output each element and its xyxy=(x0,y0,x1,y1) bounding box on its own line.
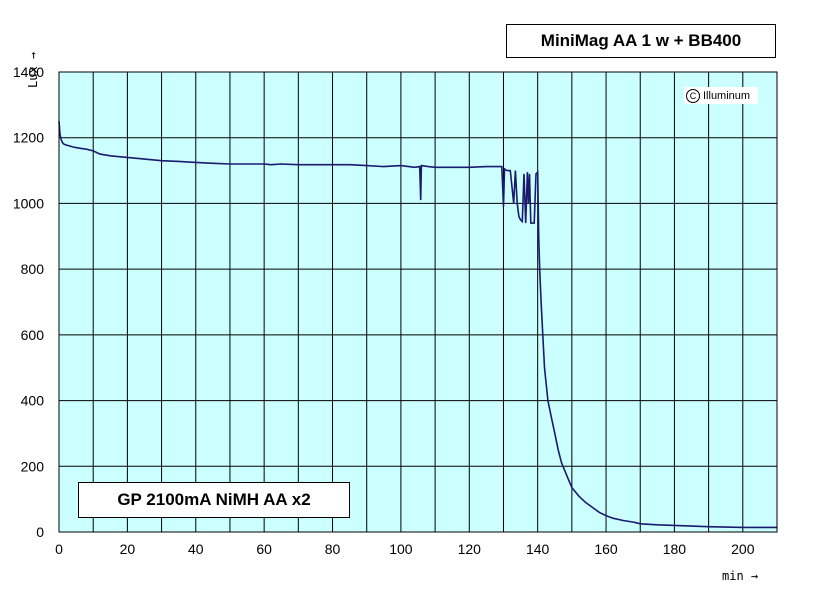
x-tick-label: 140 xyxy=(526,541,550,557)
x-tick-label: 60 xyxy=(256,541,272,557)
series-line xyxy=(58,121,777,529)
y-tick-label: 200 xyxy=(21,458,45,474)
y-tick-label: 1000 xyxy=(13,195,44,211)
gridlines xyxy=(59,72,777,532)
y-axis-label: Lux → xyxy=(26,51,40,88)
legend-label: GP 2100mA NiMH AA x2 xyxy=(78,482,350,518)
y-tick-labels: 0 200 400 600 800 1000 1200 1400 xyxy=(13,64,44,540)
plot-area xyxy=(59,72,777,532)
x-tick-label: 0 xyxy=(55,541,63,557)
watermark: C Illuminum xyxy=(684,87,758,104)
x-tick-label: 40 xyxy=(188,541,204,557)
x-tick-label: 100 xyxy=(389,541,413,557)
x-tick-label: 160 xyxy=(594,541,618,557)
y-tick-label: 1200 xyxy=(13,130,44,146)
x-axis-label: min → xyxy=(722,569,759,583)
plot-frame xyxy=(58,71,778,533)
x-tick-label: 20 xyxy=(120,541,136,557)
watermark-text: Illuminum xyxy=(703,89,751,102)
y-tick-label: 800 xyxy=(21,261,45,277)
x-tick-label: 80 xyxy=(325,541,341,557)
y-tick-label: 600 xyxy=(21,327,45,343)
y-tick-label: 400 xyxy=(21,393,45,409)
x-tick-labels: 0 20 40 60 80 100 120 140 160 180 200 xyxy=(55,541,755,557)
copyright-icon: C xyxy=(686,88,700,103)
y-tick-label: 0 xyxy=(36,524,44,540)
y-tick-label: 1400 xyxy=(13,64,44,80)
chart-title: MiniMag AA 1 w + BB400 xyxy=(506,24,776,58)
x-tick-label: 180 xyxy=(663,541,687,557)
x-tick-label: 200 xyxy=(731,541,755,557)
x-tick-label: 120 xyxy=(458,541,482,557)
